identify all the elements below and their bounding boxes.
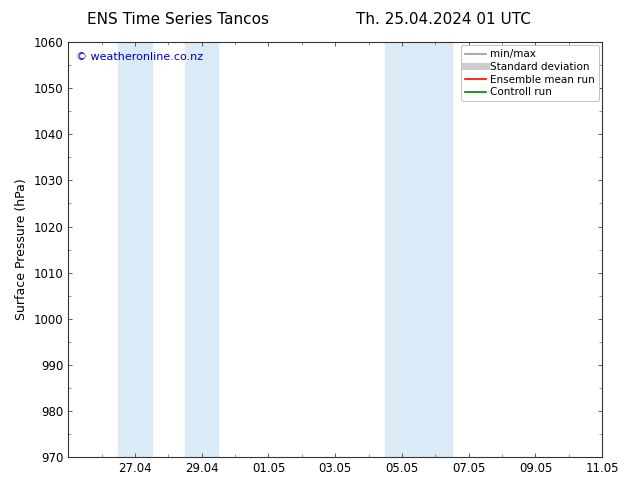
Text: ENS Time Series Tancos: ENS Time Series Tancos bbox=[86, 12, 269, 27]
Bar bbox=[118, 42, 152, 457]
Y-axis label: Surface Pressure (hPa): Surface Pressure (hPa) bbox=[15, 179, 28, 320]
Text: © weatheronline.co.nz: © weatheronline.co.nz bbox=[76, 52, 204, 62]
Legend: min/max, Standard deviation, Ensemble mean run, Controll run: min/max, Standard deviation, Ensemble me… bbox=[461, 45, 599, 101]
Bar bbox=[385, 42, 418, 457]
Text: Th. 25.04.2024 01 UTC: Th. 25.04.2024 01 UTC bbox=[356, 12, 531, 27]
Bar bbox=[185, 42, 218, 457]
Bar bbox=[418, 42, 452, 457]
